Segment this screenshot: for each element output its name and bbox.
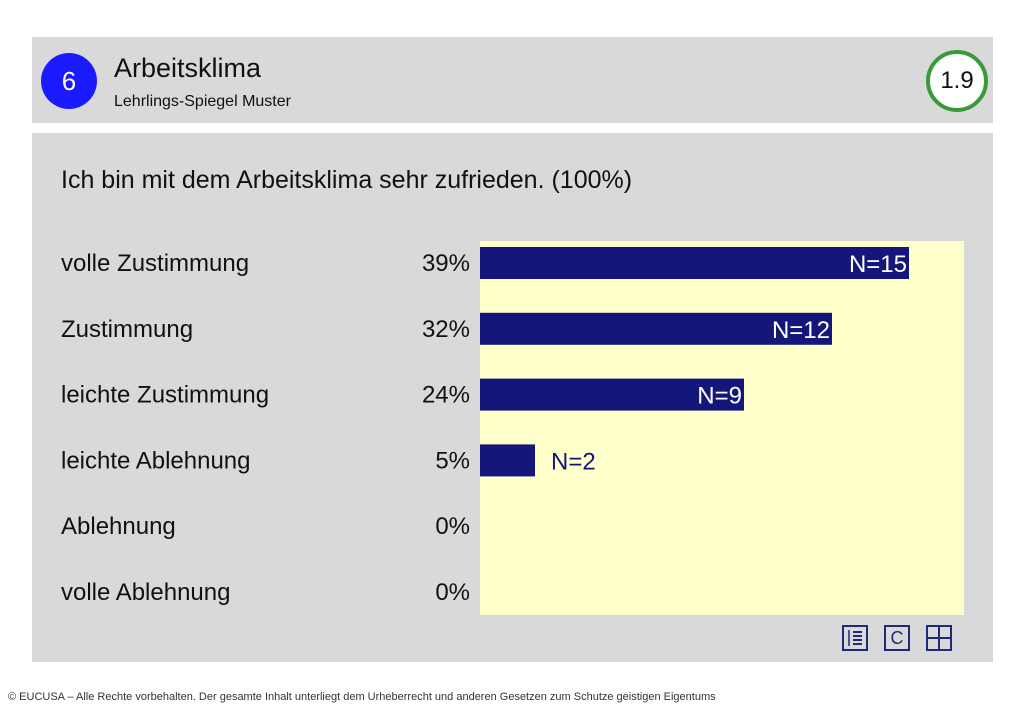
list-icon[interactable] [842, 625, 868, 651]
header: 6 Arbeitsklima Lehrlings-Spiegel Muster … [32, 37, 993, 123]
n-count-label: N=9 [697, 383, 742, 410]
bar [480, 247, 909, 279]
page-title: Arbeitsklima [114, 53, 262, 83]
n-count-label: N=2 [551, 448, 596, 475]
percent-label: 24% [422, 382, 470, 409]
category-label: leichte Ablehnung [61, 447, 251, 474]
category-label: Zustimmung [61, 316, 193, 343]
category-label: volle Ablehnung [61, 579, 230, 606]
bar [480, 312, 832, 345]
plot-area [480, 241, 964, 615]
percent-label: 32% [422, 316, 470, 343]
category-label: leichte Zustimmung [61, 382, 269, 409]
grid-icon[interactable] [926, 625, 952, 651]
n-count-label: N=12 [772, 317, 830, 344]
chart-panel: Ich bin mit dem Arbeitsklima sehr zufrie… [32, 133, 993, 662]
bar [480, 378, 744, 411]
bar-chart: volle Zustimmung 39% N=15 Zustimmung 32% N=12… [61, 241, 964, 615]
percent-label: 0% [435, 579, 470, 606]
footer-icons: C [842, 625, 952, 653]
bar [480, 444, 535, 477]
category-label: volle Zustimmung [61, 250, 249, 277]
percent-label: 0% [435, 513, 470, 540]
percent-label: 5% [435, 447, 470, 474]
copyright-text: © EUCUSA – Alle Rechte vorbehalten. Der … [8, 691, 716, 703]
section-number-badge: 6 [41, 53, 97, 109]
question-text: Ich bin mit dem Arbeitsklima sehr zufrie… [61, 166, 633, 194]
percent-label: 39% [422, 250, 470, 277]
n-count-label: N=15 [849, 251, 907, 278]
page-subtitle: Lehrlings-Spiegel Muster [114, 93, 291, 110]
page-number-badge: 1.9 [926, 50, 988, 112]
category-label: Ablehnung [61, 513, 176, 540]
c-icon[interactable]: C [884, 625, 910, 651]
